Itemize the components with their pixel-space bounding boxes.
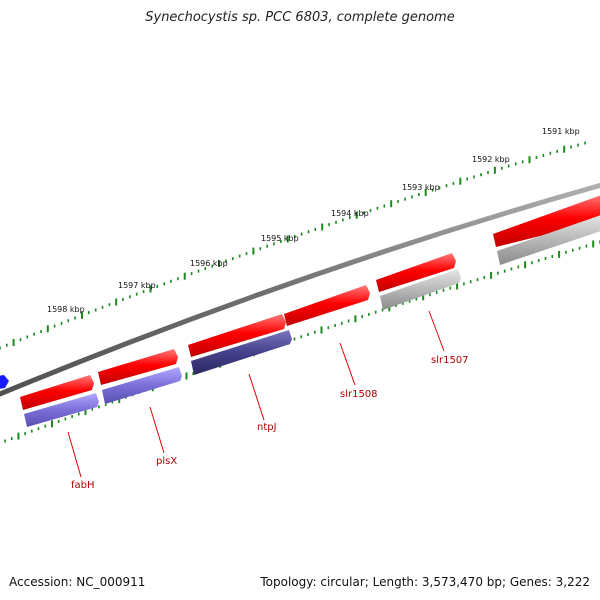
gene-arrow-unlabeled[interactable]	[493, 194, 600, 247]
gene-label-slr1507[interactable]: slr1507	[431, 355, 469, 366]
ruler-label: 1593 kbp	[402, 183, 440, 192]
ruler-label: 1596 kbp	[190, 259, 228, 268]
map-title: Synechocystis sp. PCC 6803, complete gen…	[145, 10, 455, 25]
feature-track	[20, 194, 600, 410]
gene-label-slr1508[interactable]: slr1508	[340, 389, 378, 400]
genome-summary-text: Topology: circular; Length: 3,573,470 bp…	[260, 575, 590, 589]
gene-arrow-ntpJ[interactable]	[188, 314, 286, 357]
gene-arrow-plsX[interactable]	[98, 349, 178, 385]
genome-backbone	[0, 182, 600, 397]
ruler-label: 1598 kbp	[47, 305, 85, 314]
leader-line-slr1508	[339, 342, 356, 386]
cds-arrow-ntpJ[interactable]	[191, 330, 292, 375]
ruler-label: 1594 kbp	[331, 209, 369, 218]
ruler-ticks-inner	[4, 240, 600, 443]
cds-arrow-unlabeled[interactable]	[497, 214, 600, 265]
cds-track	[24, 214, 600, 427]
cds-arrow-fabH[interactable]	[24, 393, 99, 427]
leader-line-fabH	[67, 431, 82, 478]
label-leaders	[67, 310, 445, 478]
gene-arrow-fabH[interactable]	[20, 375, 94, 410]
leader-line-ntpJ	[248, 373, 265, 421]
accession-text: Accession: NC_000911	[9, 575, 146, 589]
gene-arrow-slr1507[interactable]	[376, 253, 456, 292]
cds-arrow-plsX[interactable]	[102, 367, 182, 404]
leader-line-slr1507	[428, 310, 445, 352]
leader-line-plsX	[149, 406, 165, 454]
ruler-label: 1595 kbp	[261, 234, 299, 243]
ruler-label: 1592 kbp	[472, 155, 510, 164]
cds-arrow-slr1507[interactable]	[380, 269, 461, 310]
gene-arrow-slr1508[interactable]	[284, 285, 370, 326]
ruler-ticks-outer	[0, 141, 586, 350]
gene-label-plsX[interactable]: plsX	[156, 456, 177, 467]
ruler-label: 1597 kbp	[118, 281, 156, 290]
start-marker-icon	[0, 375, 9, 389]
gene-label-ntpJ[interactable]: ntpJ	[257, 422, 277, 433]
gene-label-fabH[interactable]: fabH	[71, 480, 95, 491]
ruler-label: 1591 kbp	[542, 127, 580, 136]
